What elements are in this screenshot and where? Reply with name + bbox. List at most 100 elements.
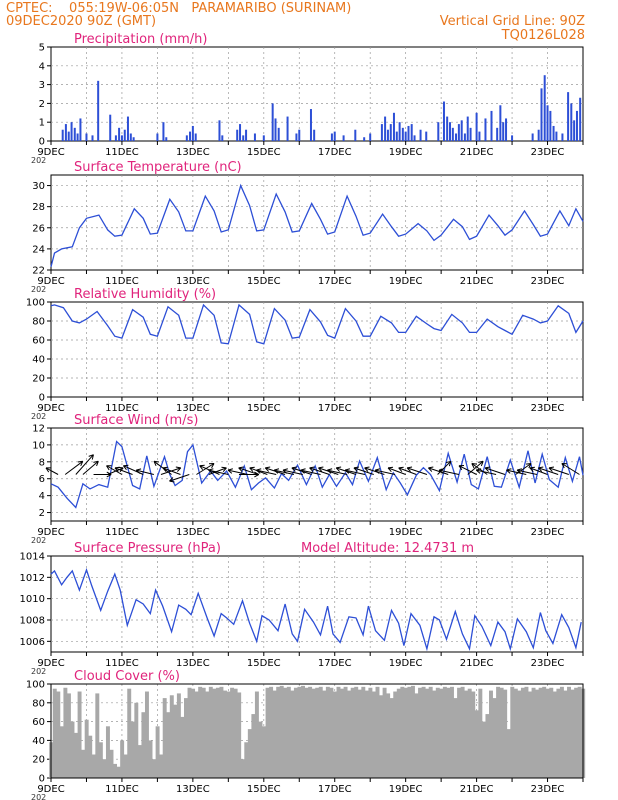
wind-arrow-shaft: [136, 469, 154, 475]
precip-bar: [309, 109, 312, 141]
wind-arrow-shaft: [529, 467, 548, 475]
precip-bar: [262, 135, 265, 141]
precip-bar: [505, 118, 508, 141]
precip-bar: [407, 125, 410, 141]
wind-arrow-head: [478, 460, 484, 463]
precip-bar: [442, 101, 445, 141]
panel-wind: 2 4 6 8 10 12 9DEC 11DEC 13DEC 15DEC 17DEC 19DEC 21D…: [31, 413, 584, 545]
wind-arrow-head: [475, 469, 481, 474]
cloud-bar: [230, 687, 235, 778]
cloud-bar: [113, 763, 118, 778]
precip-bar: [73, 127, 76, 141]
wind-arrow-head: [528, 463, 532, 469]
cloud-bar: [563, 690, 568, 778]
cloud-bar: [336, 686, 341, 778]
wind-arrow: [344, 468, 365, 475]
wind-arrow-head: [88, 454, 94, 457]
wind-arrow-head: [162, 466, 168, 469]
cloud-bar: [517, 690, 522, 778]
cloud-bar: [410, 685, 415, 778]
cloud-bar: [184, 698, 188, 778]
x-tick-label: 11DEC: [105, 403, 139, 414]
precip-bar: [363, 137, 366, 141]
y-tick-label: 60: [32, 717, 45, 728]
wind-arrow-shaft: [300, 469, 321, 475]
x-tick-label: 9DEC: [37, 527, 64, 538]
cloud-bar: [485, 714, 490, 778]
precip-bar: [490, 110, 493, 141]
cloud-bar: [357, 689, 362, 778]
cloud-bar: [127, 688, 132, 778]
wind-arrow-shaft: [82, 460, 99, 475]
wind-arrow-head: [458, 465, 463, 471]
cloud-bar: [240, 759, 245, 778]
x-tick-label: 23DEC: [531, 658, 565, 669]
y-tick-label: 8: [39, 457, 45, 468]
wind-arrow: [516, 468, 538, 475]
wind-arrow-head: [136, 468, 142, 471]
cloud-bar: [180, 716, 185, 778]
wind-series-line: [50, 440, 584, 509]
cloud-bar: [414, 693, 419, 778]
cloud-bar: [474, 710, 479, 778]
wind-arrow-shaft: [506, 469, 527, 475]
precip-bar: [286, 116, 289, 141]
cloud-bar: [162, 698, 167, 778]
precip-bar: [386, 129, 389, 141]
wind-arrow-head: [398, 467, 403, 473]
precip-bar: [537, 129, 540, 141]
x-tick-label: 13DEC: [176, 527, 210, 538]
cloud-bar: [549, 687, 554, 778]
cloud-bar: [123, 754, 128, 778]
y-tick-label: 6: [39, 474, 45, 485]
cloud-bar: [215, 687, 220, 778]
cloud-bar: [169, 695, 174, 778]
cloud-bar: [84, 719, 89, 778]
y-tick-label: 100: [26, 680, 45, 691]
wind-arrow-head: [548, 466, 555, 469]
cloud-bar: [251, 714, 256, 778]
wind-arrow-head: [538, 467, 543, 472]
precip-bar: [61, 129, 64, 141]
wind-arrow-shaft: [45, 467, 59, 475]
wind-arrow: [364, 466, 385, 475]
header-run-time: 09DEC2020 90Z (GMT): [6, 14, 157, 29]
precip-bar: [469, 127, 472, 141]
precip-bar: [561, 133, 564, 141]
wind-arrow-head: [318, 466, 324, 469]
x-tick-label: 13DEC: [176, 784, 210, 795]
y-tick-label: 3: [39, 80, 45, 91]
cloud-bar: [141, 712, 146, 778]
wind-arrow: [484, 466, 506, 475]
wind-arrow-shaft: [516, 469, 538, 475]
wind-arrow-head: [476, 468, 482, 471]
precip-bar: [245, 129, 248, 141]
x-year-fragment: 202: [31, 285, 46, 294]
precip-bar: [478, 131, 481, 141]
wind-arrow-head: [114, 466, 120, 469]
y-tick-label: 2: [39, 508, 45, 519]
precip-bar: [398, 122, 401, 141]
wind-arrow-head: [106, 465, 110, 471]
precip-bar: [419, 129, 422, 141]
y-tick-label: 12: [32, 424, 45, 435]
wind-arrow-head: [516, 468, 523, 471]
precip-bar: [194, 133, 197, 141]
y-tick-label: 5: [39, 43, 45, 54]
cloud-bar: [81, 749, 86, 778]
cloud-bar: [570, 689, 575, 778]
y-tick-label: 20: [32, 374, 45, 385]
wind-arrow-head: [169, 480, 175, 483]
x-tick-label: 11DEC: [105, 658, 139, 669]
cloud-bar: [453, 698, 458, 778]
cloud-bar: [467, 688, 472, 778]
wind-arrow-head: [364, 466, 370, 469]
cloud-bar: [425, 688, 430, 778]
wind-arrow: [249, 466, 268, 475]
wind-arrow-shaft: [64, 460, 84, 475]
wind-arrow-head: [538, 466, 544, 469]
wind-arrow-shaft: [538, 467, 559, 475]
wind-arrow-shaft: [476, 469, 497, 475]
wind-arrow: [467, 460, 484, 475]
precip-bar: [392, 112, 395, 141]
